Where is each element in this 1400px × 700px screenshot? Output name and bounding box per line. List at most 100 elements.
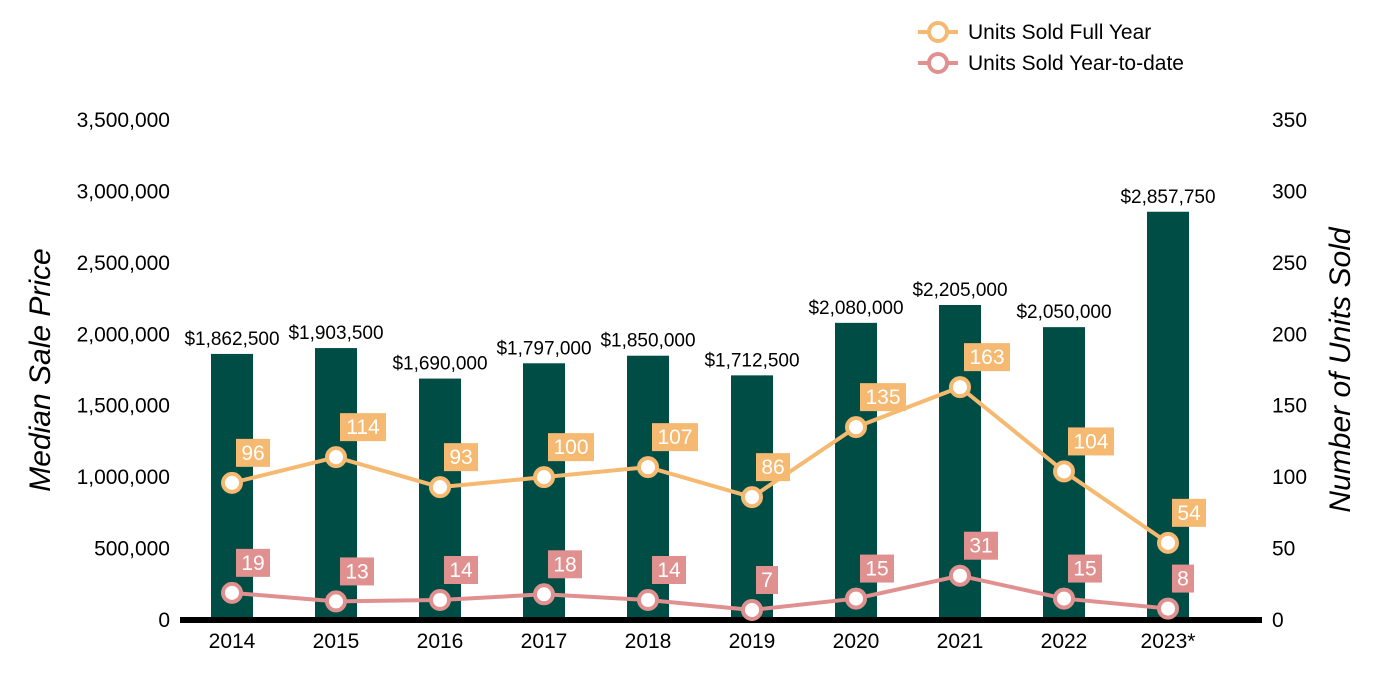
line-series: 96 114 93 100 107 86 135 163 104 54 19 13 14 18 14 7 15 3… — [221, 343, 1206, 621]
x-tick-label: 2021 — [937, 630, 984, 653]
data-label: 8 — [1177, 568, 1189, 591]
data-label: 14 — [449, 559, 473, 582]
bar-value-label: $1,903,500 — [288, 323, 383, 344]
data-label-box — [548, 550, 582, 579]
legend-item: Units Sold Full Year — [918, 21, 1151, 44]
bar — [523, 363, 565, 620]
legend-swatch-marker — [927, 21, 949, 43]
data-label-box — [756, 453, 790, 482]
series-point — [949, 376, 971, 399]
y-tick-label: 2,000,000 — [77, 323, 170, 346]
bar-value-label: $1,862,500 — [184, 329, 279, 350]
series-point — [1053, 587, 1075, 610]
data-label: 93 — [449, 446, 472, 469]
data-label: 19 — [241, 552, 264, 575]
y-tick-label: 1,500,000 — [77, 395, 170, 418]
series-point — [949, 564, 971, 587]
x-tick-label: 2015 — [313, 630, 360, 653]
bar-value-label: $1,712,500 — [704, 350, 799, 371]
x-tick-label: 2022 — [1041, 630, 1088, 653]
data-label: 18 — [553, 553, 576, 576]
legend-item: Units Sold Year-to-date — [918, 52, 1184, 75]
x-tick-label: 2023* — [1141, 630, 1196, 653]
y2-axis-ticks: 0 50 100 150 200 250 300 350 — [1272, 109, 1307, 632]
legend-label: Units Sold Full Year — [968, 21, 1151, 44]
x-tick-label: 2019 — [729, 630, 776, 653]
y2-tick-label: 50 — [1272, 538, 1295, 561]
data-label-box — [1068, 554, 1102, 583]
data-label-box — [964, 343, 1010, 372]
y2-tick-label: 250 — [1272, 252, 1307, 275]
data-label-box — [860, 383, 906, 412]
y-tick-label: 3,000,000 — [77, 180, 170, 203]
bar-value-label: $2,205,000 — [912, 280, 1007, 301]
line-series-1: 19 13 14 18 14 7 15 31 15 8 — [221, 531, 1194, 621]
data-label-box — [964, 531, 998, 560]
series-point — [429, 589, 451, 611]
series-point — [325, 446, 347, 469]
data-label: 135 — [865, 386, 900, 409]
x-tick-label: 2020 — [833, 630, 880, 653]
data-label-box — [444, 443, 478, 472]
series-point — [845, 416, 867, 439]
data-label-box — [756, 566, 778, 594]
bar-value-label: $2,857,750 — [1120, 187, 1215, 208]
legend: Units Sold Full Year Units Sold Year-to-d… — [918, 21, 1184, 75]
y-tick-label: 0 — [158, 609, 170, 632]
data-label-box — [652, 556, 686, 584]
series-line — [231, 385, 1170, 545]
data-label: 104 — [1073, 430, 1108, 453]
x-tick-label: 2016 — [417, 630, 464, 653]
data-label-box — [1172, 498, 1206, 527]
series-point — [637, 456, 659, 479]
data-label-box — [340, 557, 374, 586]
data-label: 100 — [553, 436, 588, 459]
y-tick-label: 1,000,000 — [77, 466, 170, 489]
series-point — [533, 466, 555, 489]
y2-axis-title: Number of Units Sold — [1324, 226, 1357, 512]
data-label-box — [340, 413, 386, 442]
series-point — [325, 590, 347, 613]
data-label: 114 — [346, 416, 380, 439]
series-point — [1053, 460, 1075, 483]
data-label-box — [1068, 427, 1114, 456]
data-label: 86 — [761, 456, 784, 479]
data-label: 96 — [241, 442, 264, 465]
bar-value-label: $2,050,000 — [1016, 302, 1111, 323]
y2-tick-label: 350 — [1272, 109, 1307, 132]
bar-series: $1,862,500 $1,903,500 $1,690,000 $1,797,000… — [184, 187, 1216, 620]
y-axis-title: Median Sale Price — [24, 248, 57, 491]
series-point — [1157, 531, 1179, 554]
y-tick-label: 2,500,000 — [77, 252, 170, 275]
bar — [1147, 211, 1189, 620]
data-label: 107 — [657, 426, 692, 449]
series-point — [221, 471, 243, 494]
data-label: 14 — [657, 559, 681, 582]
bar-value-label: $1,690,000 — [392, 354, 487, 375]
series-point — [221, 581, 243, 604]
series-point — [533, 583, 555, 606]
series-point — [637, 589, 659, 611]
x-tick-label: 2018 — [625, 630, 672, 653]
series-point — [1157, 597, 1179, 620]
data-label-box — [236, 548, 270, 577]
series-point — [845, 587, 867, 610]
y-tick-label: 3,500,000 — [77, 109, 170, 132]
x-axis-ticks: 2014 2015 2016 2017 2018 2019 2020 2021 2022 2023… — [209, 630, 1196, 653]
y2-tick-label: 100 — [1272, 466, 1307, 489]
bar-value-label: $2,080,000 — [808, 298, 903, 319]
series-point — [429, 476, 451, 499]
data-label-box — [444, 556, 478, 584]
data-label: 15 — [1073, 558, 1096, 581]
y2-tick-label: 0 — [1272, 609, 1284, 632]
x-tick-label: 2014 — [209, 630, 256, 653]
data-label: 13 — [345, 560, 368, 583]
y-tick-label: 500,000 — [94, 538, 170, 561]
y2-tick-label: 300 — [1272, 180, 1307, 203]
data-label: 54 — [1177, 502, 1201, 525]
data-label-box — [236, 438, 270, 467]
data-label: 7 — [761, 569, 773, 592]
series-point — [741, 486, 763, 509]
bar-value-label: $1,797,000 — [496, 338, 591, 359]
data-label-box — [548, 433, 594, 462]
